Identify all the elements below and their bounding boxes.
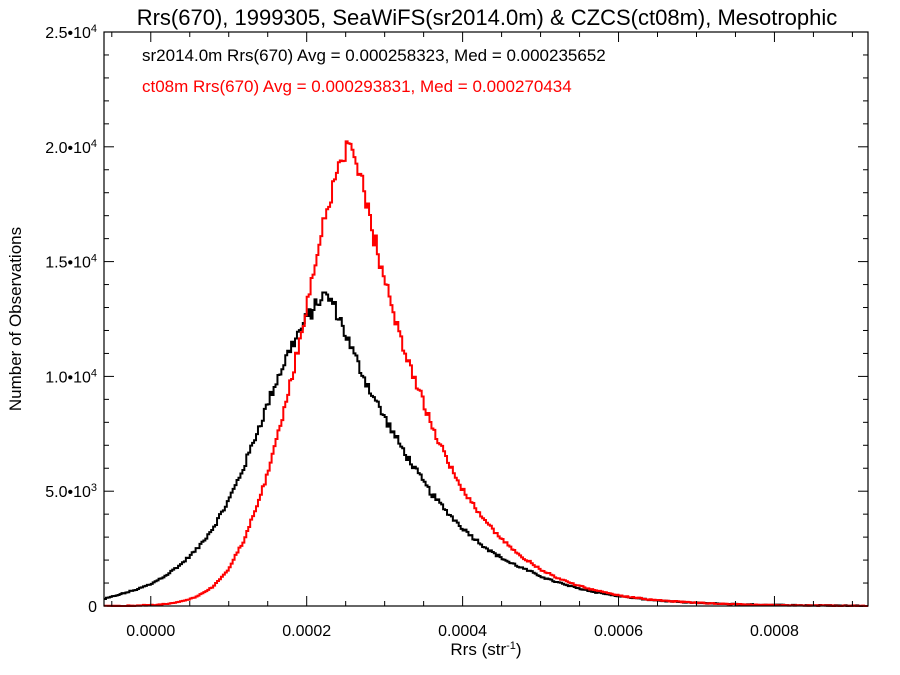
x-tick-label: 0.0004 bbox=[438, 623, 487, 640]
y-tick-label: 5.0•103 bbox=[45, 482, 97, 501]
chart-title: Rrs(670), 1999305, SeaWiFS(sr2014.0m) & … bbox=[137, 5, 838, 30]
y-axis: 0 5.0•103 1.0•104 1.5•104 2.0•104 2.5•104 bbox=[45, 23, 868, 616]
y-tick-label: 2.5•104 bbox=[45, 23, 97, 42]
y-tick-label: 1.0•104 bbox=[45, 367, 97, 386]
stats-line-0: sr2014.0m Rrs(670) Avg = 0.000258323, Me… bbox=[142, 46, 606, 65]
y-tick-label: 0 bbox=[88, 599, 97, 616]
x-axis-label: Rrs (str-1) bbox=[450, 640, 521, 659]
x-axis-label-end: ) bbox=[516, 640, 522, 659]
stats-legend: sr2014.0m Rrs(670) Avg = 0.000258323, Me… bbox=[142, 46, 606, 96]
y-tick-label: 2.0•104 bbox=[45, 138, 97, 157]
x-tick-label: 0.0002 bbox=[282, 623, 331, 640]
plot-frame bbox=[103, 31, 869, 607]
stats-line-1: ct08m Rrs(670) Avg = 0.000293831, Med = … bbox=[142, 77, 572, 96]
plot-series bbox=[104, 140, 868, 607]
y-tick-label: 1.5•104 bbox=[45, 253, 97, 272]
y-axis-label: Number of Observations bbox=[6, 227, 25, 411]
x-axis-label-main: Rrs (str bbox=[450, 640, 506, 659]
x-tick-label: 0.0006 bbox=[594, 623, 643, 640]
histogram-series-0 bbox=[104, 291, 868, 607]
x-axis: 0.0000 0.0002 0.0004 0.0006 0.0008 bbox=[111, 32, 853, 640]
x-tick-label: 0.0000 bbox=[126, 623, 175, 640]
histogram-series-1 bbox=[104, 140, 868, 607]
x-tick-label: 0.0008 bbox=[750, 623, 799, 640]
x-axis-label-sup: -1 bbox=[506, 640, 516, 652]
